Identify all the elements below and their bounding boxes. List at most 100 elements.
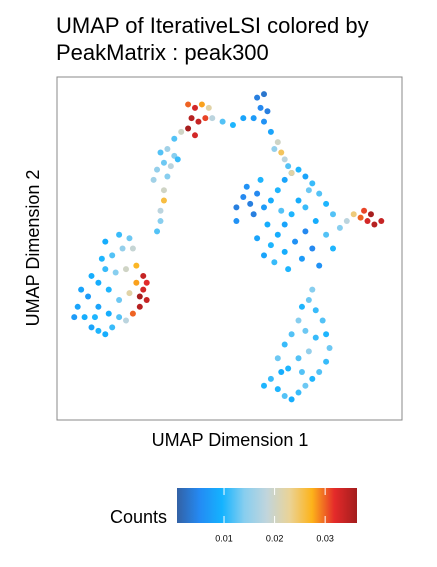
point	[312, 307, 319, 314]
point	[240, 115, 247, 122]
point	[285, 266, 292, 273]
point	[330, 211, 336, 218]
point	[281, 156, 288, 163]
point	[316, 190, 323, 197]
point	[271, 146, 278, 153]
point	[305, 296, 312, 303]
point	[323, 231, 330, 238]
point	[185, 125, 192, 132]
point	[319, 317, 326, 324]
point	[116, 231, 123, 238]
point	[367, 211, 374, 218]
point	[281, 392, 288, 399]
point	[302, 228, 309, 235]
point	[274, 187, 281, 194]
point	[243, 183, 250, 190]
point	[250, 211, 257, 218]
point	[233, 218, 240, 225]
point	[261, 252, 267, 259]
point	[371, 221, 378, 228]
point	[309, 180, 316, 187]
point	[143, 296, 150, 303]
point	[295, 197, 302, 204]
point	[285, 365, 292, 372]
point	[343, 218, 350, 225]
point	[302, 382, 309, 389]
point	[154, 228, 161, 235]
point	[88, 272, 95, 279]
point	[271, 259, 278, 266]
point	[281, 176, 288, 183]
point	[192, 132, 198, 139]
point	[295, 166, 302, 173]
point	[136, 293, 143, 300]
point	[267, 242, 274, 249]
colorbar-tick-label: 0.02	[266, 533, 284, 543]
point	[312, 334, 319, 341]
point	[250, 115, 257, 122]
point	[295, 355, 302, 362]
point	[281, 341, 288, 348]
point	[261, 204, 267, 211]
point	[116, 314, 123, 321]
point	[278, 149, 285, 156]
point	[109, 324, 116, 331]
point	[102, 331, 109, 338]
x-axis-label: UMAP Dimension 1	[152, 430, 309, 450]
point	[288, 211, 295, 218]
point	[326, 344, 333, 351]
point	[361, 207, 368, 214]
point	[105, 310, 112, 317]
point	[264, 221, 271, 228]
point	[254, 235, 261, 242]
point	[209, 115, 216, 122]
point	[288, 396, 295, 403]
point	[298, 368, 305, 375]
point	[302, 173, 309, 180]
point	[302, 204, 309, 211]
point	[81, 314, 88, 321]
point	[95, 303, 102, 310]
point	[323, 200, 330, 207]
point	[219, 118, 226, 125]
point	[274, 231, 281, 238]
point	[85, 293, 92, 300]
point	[261, 91, 267, 98]
point	[136, 303, 143, 310]
point	[129, 310, 136, 317]
point	[160, 159, 167, 166]
point	[378, 218, 385, 225]
point	[316, 368, 323, 375]
point	[129, 245, 136, 252]
point	[195, 118, 202, 125]
point	[309, 245, 316, 252]
point	[274, 355, 281, 362]
point	[267, 128, 274, 135]
point	[112, 269, 119, 276]
colorbar-tick-label: 0.01	[215, 533, 233, 543]
point	[126, 290, 133, 297]
point	[95, 327, 102, 334]
point	[202, 115, 209, 122]
point	[102, 238, 109, 245]
point	[174, 156, 181, 163]
point	[312, 218, 319, 225]
point	[78, 286, 85, 293]
point	[154, 166, 161, 173]
plot-panel	[56, 76, 403, 421]
point	[88, 324, 95, 331]
point	[157, 218, 164, 225]
point	[71, 314, 78, 321]
point	[336, 224, 343, 231]
colorbar-label: Counts	[110, 507, 167, 527]
point	[288, 331, 295, 338]
point	[240, 194, 247, 201]
point	[143, 279, 150, 286]
point	[140, 286, 147, 293]
point	[192, 104, 198, 111]
point	[123, 266, 129, 273]
point	[323, 358, 330, 365]
point	[267, 197, 274, 204]
point	[254, 190, 261, 197]
